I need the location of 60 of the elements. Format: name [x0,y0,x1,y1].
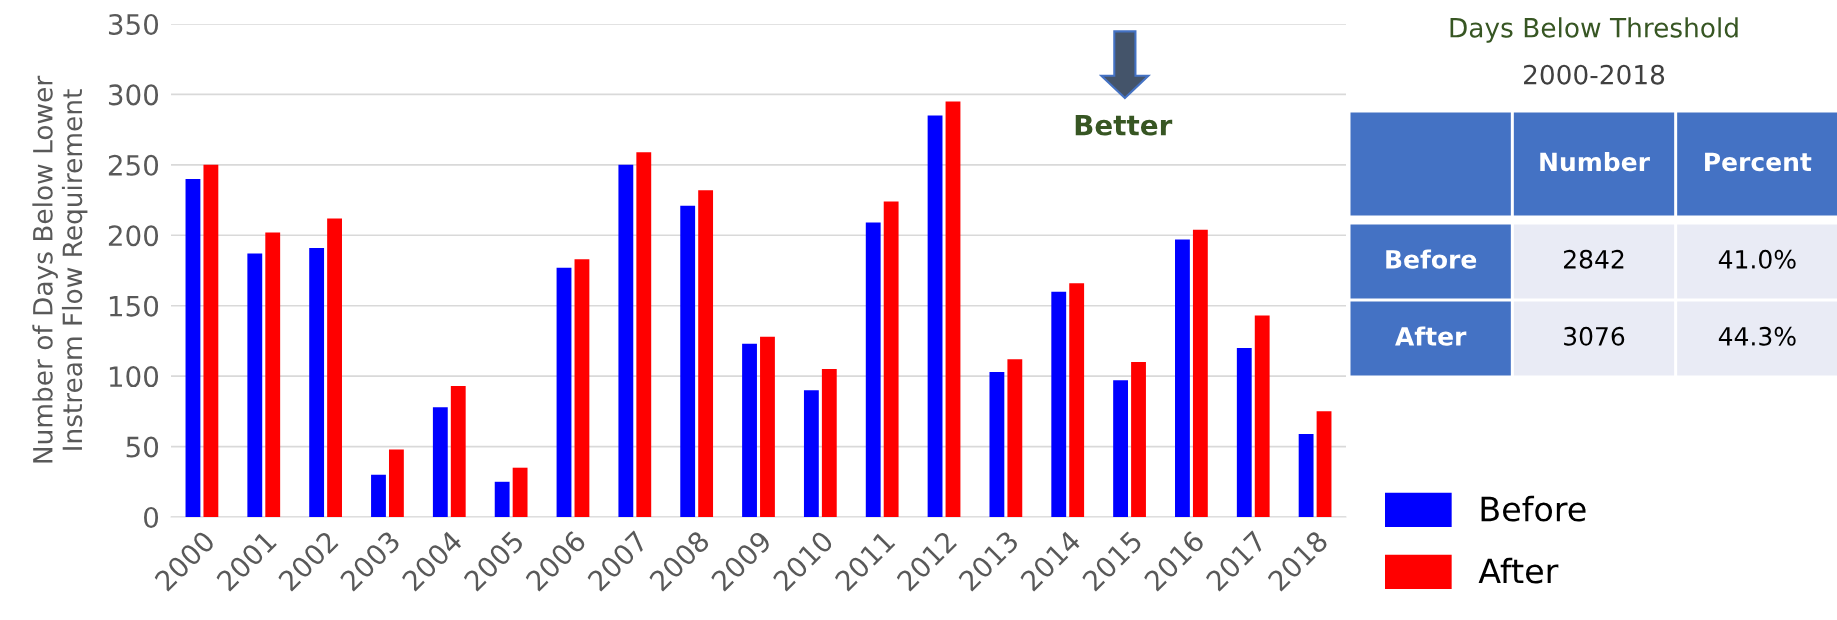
category-label: Percent [1705,152,1812,172]
bar [512,467,528,517]
bar [432,407,448,517]
bar [698,190,714,517]
bar [1298,433,1314,517]
category-label: Before [1386,249,1477,269]
bar [760,336,775,517]
y-tick-label: 150 [109,295,159,317]
text: 41.0% [1718,249,1796,269]
bar [203,164,219,517]
y-tick-label: 50 [126,436,159,458]
bar [1236,347,1252,517]
bar [371,474,386,517]
bar [388,449,404,517]
y-tick-label: 350 [108,13,159,35]
legend-label: After [1478,557,1559,584]
bar [945,101,961,517]
bar [185,178,201,517]
y-axis-title: Number of Days Below Lower Instream Flow Requirement [32,75,88,463]
annotation: Better [1075,114,1173,136]
bar [1175,239,1190,517]
bar [265,232,281,517]
text: Days Below Threshold [1450,17,1738,43]
bar [989,371,1005,517]
bar [450,386,466,517]
bar [803,390,819,517]
bar [494,481,510,517]
bar [742,343,757,517]
bar [927,115,943,517]
text: 2842 [1564,249,1624,269]
y-tick-label: 0 [144,506,159,528]
text: 44.3% [1718,326,1796,346]
bar [1069,283,1085,517]
y-tick-label: 200 [108,225,159,247]
bar [1316,411,1332,517]
legend-label: Before [1481,495,1586,522]
bar [309,247,325,517]
bar [1113,380,1129,517]
bar [1007,359,1023,517]
bar [680,205,696,517]
y-tick-label: 300 [108,84,159,106]
text: 2000-2018 [1524,64,1665,85]
bar [574,259,590,517]
bar [883,201,899,517]
bar [247,253,263,517]
bar [556,267,572,517]
category-label: After [1395,326,1467,346]
text: 3076 [1564,326,1625,346]
y-tick-label: 100 [109,366,159,388]
bar [618,164,634,517]
category-label: Number [1540,151,1650,172]
bar [636,152,652,517]
bar [865,222,881,517]
bar [1131,362,1146,517]
bar [1051,291,1067,517]
bar [1192,229,1208,517]
bar [327,218,342,517]
bar [821,369,837,517]
y-tick-label: 250 [108,154,159,176]
bar [1254,315,1270,517]
